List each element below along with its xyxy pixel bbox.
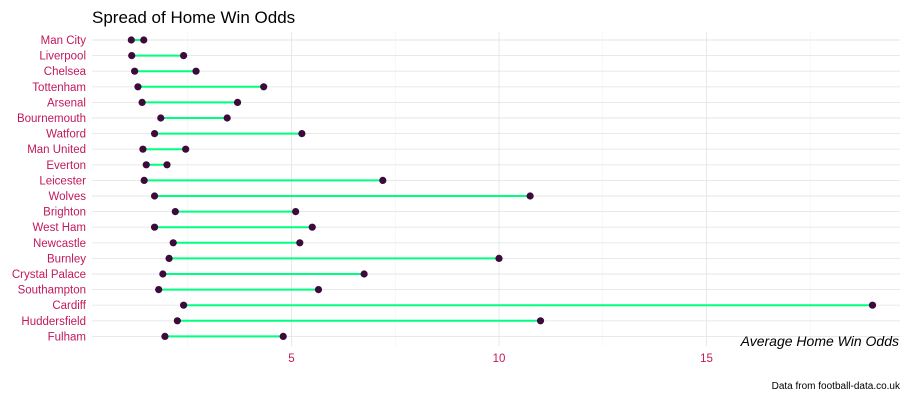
x-tick-label: 15 — [700, 353, 713, 365]
max-odds-point — [379, 176, 387, 184]
max-odds-point — [163, 161, 171, 169]
max-odds-point — [536, 317, 545, 325]
y-tick-label: Leicester — [39, 175, 86, 187]
source-caption: Data from football-data.co.uk — [772, 381, 901, 392]
max-odds-point — [314, 286, 323, 294]
min-odds-point — [127, 36, 135, 44]
y-tick-label: Everton — [46, 160, 86, 172]
y-tick-label: Man United — [27, 144, 86, 156]
y-tick-label: Burnley — [47, 253, 86, 265]
max-odds-point — [292, 208, 300, 216]
y-axis-tick-labels: Man City Liverpool Chelsea Tottenham Arsenal… — [12, 35, 87, 343]
max-odds-point — [223, 114, 231, 122]
min-odds-point — [150, 130, 159, 138]
y-tick-label: Chelsea — [44, 66, 87, 78]
max-odds-point — [140, 36, 148, 44]
min-odds-point — [128, 52, 136, 60]
max-odds-point — [192, 67, 200, 75]
max-odds-point — [260, 83, 268, 91]
max-odds-point — [298, 130, 306, 138]
min-odds-point — [150, 223, 159, 231]
dumbbell-marks — [127, 36, 877, 340]
max-odds-point — [868, 301, 877, 309]
y-tick-label: Bournemouth — [17, 113, 86, 125]
grid-lines — [92, 32, 900, 346]
x-tick-label: 5 — [288, 353, 294, 365]
y-tick-label: Fulham — [48, 331, 86, 343]
min-odds-point — [159, 270, 167, 278]
min-odds-point — [142, 161, 150, 169]
x-tick-label: 10 — [493, 353, 506, 365]
min-odds-point — [157, 114, 165, 122]
y-tick-label: Cardiff — [52, 300, 86, 312]
min-odds-point — [138, 98, 146, 106]
max-odds-point — [180, 52, 188, 60]
y-tick-label: Newcastle — [33, 238, 86, 250]
y-tick-label: Crystal Palace — [12, 269, 86, 281]
min-odds-point — [155, 286, 163, 294]
y-tick-label: Liverpool — [39, 51, 86, 63]
min-odds-point — [171, 208, 179, 216]
max-odds-point — [296, 239, 304, 247]
max-odds-point — [182, 145, 190, 153]
y-tick-label: Watford — [46, 129, 86, 141]
max-odds-point — [360, 270, 368, 278]
min-odds-point — [161, 332, 169, 340]
max-odds-point — [233, 98, 242, 106]
y-tick-label: Huddersfield — [21, 316, 86, 328]
x-axis-tick-labels: 5 10 15 — [288, 353, 713, 365]
x-axis-label: Average Home Win Odds — [740, 333, 899, 349]
max-odds-point — [308, 223, 316, 231]
y-tick-label: Man City — [41, 35, 87, 47]
y-tick-label: Tottenham — [32, 82, 86, 94]
min-odds-point — [169, 239, 177, 247]
min-odds-point — [140, 176, 148, 184]
y-tick-label: Wolves — [49, 191, 87, 203]
y-tick-label: Brighton — [43, 207, 86, 219]
min-odds-point — [165, 254, 173, 262]
y-tick-label: Arsenal — [47, 97, 86, 109]
min-odds-point — [139, 145, 147, 153]
max-odds-point — [495, 254, 503, 262]
min-odds-point — [180, 301, 188, 309]
min-odds-point — [150, 192, 159, 200]
min-odds-point — [131, 67, 139, 75]
max-odds-point — [526, 192, 534, 200]
y-tick-label: Southampton — [18, 285, 86, 297]
max-odds-point — [279, 332, 287, 340]
min-odds-point — [173, 317, 181, 325]
min-odds-point — [134, 83, 142, 91]
y-tick-label: West Ham — [33, 222, 86, 234]
chart-title: Spread of Home Win Odds — [92, 8, 295, 27]
